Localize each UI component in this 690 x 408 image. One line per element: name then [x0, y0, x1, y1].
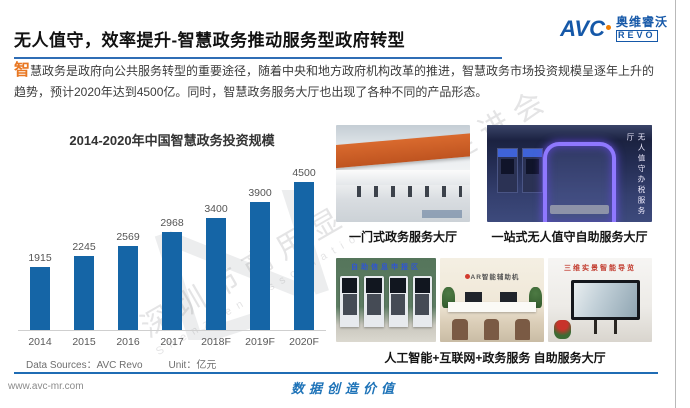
photo-wall-text: 三维实景智能导览: [564, 265, 636, 272]
bar-category-label: 2018F: [201, 336, 231, 348]
chair: [483, 318, 500, 341]
bar-value-label: 1915: [28, 252, 52, 264]
ar-logo-icon: [464, 274, 470, 280]
bar: [250, 202, 270, 330]
self-service-booth: [496, 148, 519, 193]
logo-sub-name: REVO: [615, 30, 658, 42]
bar-category-label: 2014: [28, 336, 52, 348]
waiting-chairs: [344, 186, 462, 197]
bar: [206, 218, 226, 330]
bar-column: 2245: [62, 241, 106, 330]
bar-column: 4500: [282, 167, 326, 330]
bar-category-label: 2015: [72, 336, 96, 348]
photo-caption: 一门式政务服务大厅: [348, 230, 457, 244]
service-desk: [448, 301, 536, 312]
chair: [452, 318, 469, 341]
chair: [514, 318, 531, 341]
data-sources-label: Data Sources：AVC Revo: [26, 360, 143, 371]
hall-ceiling: [487, 125, 652, 141]
logo-wordmark: 奥维睿沃 REVO: [615, 15, 668, 42]
monitor: [500, 291, 517, 303]
photo-ar-assist-room: AR智能辅助机: [440, 258, 544, 342]
intro-lead-char: 智: [14, 62, 31, 79]
bar-value-label: 2245: [72, 241, 96, 253]
photo-self-declare-kiosks: 自助信息申报区: [336, 258, 436, 342]
gallery-row-2: 自助信息申报区 AR智能辅助机 三维实景智能: [336, 258, 654, 342]
bar-category-label: 2016: [116, 336, 140, 348]
flower-plant: [554, 320, 571, 339]
right-divider-line: [675, 0, 676, 408]
bar-column: 3900: [238, 187, 282, 330]
photo-one-door-service-hall: [336, 125, 470, 222]
gallery-row-2-caption: 人工智能+互联网+政务服务 自助服务大厅: [384, 351, 606, 365]
page-title: 无人值守，效率提升-智慧政务推动服务型政府转型: [14, 31, 406, 50]
gallery-row-1: 无人值守办税服务厅: [336, 125, 654, 222]
photo-gallery: 无人值守办税服务厅 一门式政务服务大厅 一站式无人值守自助服务大厅 自助信息申报…: [336, 125, 654, 366]
bar: [162, 232, 182, 330]
bar-value-label: 3400: [204, 203, 228, 215]
bar-column: 2968: [150, 217, 194, 330]
service-counter: [336, 169, 470, 186]
bar-chart-plot: 1915 2245 2569 2968 3400 3900 4500: [18, 163, 326, 331]
bar-column: 3400: [194, 203, 238, 330]
photo-3d-guide-screen: 三维实景智能导览: [548, 258, 652, 342]
intro-paragraph: 智慧政务是政府向公共服务转型的重要途径，随着中央和地方政府机构改革的推进，智慧政…: [14, 60, 666, 103]
bar: [118, 246, 138, 330]
orange-counter-sign: [336, 131, 470, 169]
bar: [30, 267, 50, 330]
bar-chart-categories: 2014 2015 2016 2017 2018F 2019F 2020F: [18, 331, 326, 348]
bar-column: 2569: [106, 231, 150, 330]
bar: [294, 182, 314, 330]
bar-category-label: 2020F: [289, 336, 319, 348]
self-service-booth: [521, 148, 544, 193]
photo-caption: 一站式无人值守自助服务大厅: [491, 230, 648, 244]
data-source-line: Data Sources：AVC Revo Unit：亿元: [26, 356, 242, 371]
large-display: [570, 279, 640, 321]
photo-vertical-caption: 无人值守办税服务厅: [626, 133, 646, 217]
logo-avc-text: AVC: [560, 16, 611, 42]
bar-value-label: 2968: [160, 217, 184, 229]
turnstile-gate: [549, 204, 610, 215]
unit-label: Unit：亿元: [168, 360, 217, 371]
kiosk-group: [340, 276, 432, 327]
ar-sign: AR智能辅助机: [440, 271, 544, 281]
floor-mat: [421, 210, 462, 219]
brand-logo: AVC 奥维睿沃 REVO: [560, 16, 668, 42]
intro-body-text: 慧政务是政府向公共服务转型的重要途径，随着中央和地方政府机构改革的推进，智慧政务…: [14, 64, 655, 99]
chart-title: 2014-2020年中国智慧政务投资规模: [69, 133, 275, 148]
footer-rule: [14, 372, 658, 374]
bar-value-label: 4500: [292, 167, 316, 179]
logo-cn-name: 奥维睿沃: [615, 15, 668, 30]
photo-wall-text: 自助信息申报区: [351, 264, 421, 271]
bar-column: 1915: [18, 252, 62, 330]
logo-orange-dot-icon: [605, 25, 611, 30]
bar-category-label: 2017: [160, 336, 184, 348]
display-stand: [593, 320, 617, 334]
bar-category-label: 2019F: [245, 336, 275, 348]
gallery-row-1-captions: 一门式政务服务大厅 一站式无人值守自助服务大厅: [336, 222, 654, 245]
website-text: www.avc-mr.com: [8, 381, 84, 392]
slogan-text: 数据创造价值: [290, 382, 399, 397]
bar-value-label: 2569: [116, 231, 140, 243]
investment-bar-chart: 2014-2020年中国智慧政务投资规模 1915 2245 2569 2968 340…: [18, 130, 326, 348]
header: 无人值守，效率提升-智慧政务推动服务型政府转型: [14, 26, 502, 59]
bar: [74, 256, 94, 330]
monitor: [464, 291, 482, 303]
bar-value-label: 3900: [248, 187, 272, 199]
photo-unmanned-self-service-hall: 无人值守办税服务厅: [487, 125, 652, 222]
